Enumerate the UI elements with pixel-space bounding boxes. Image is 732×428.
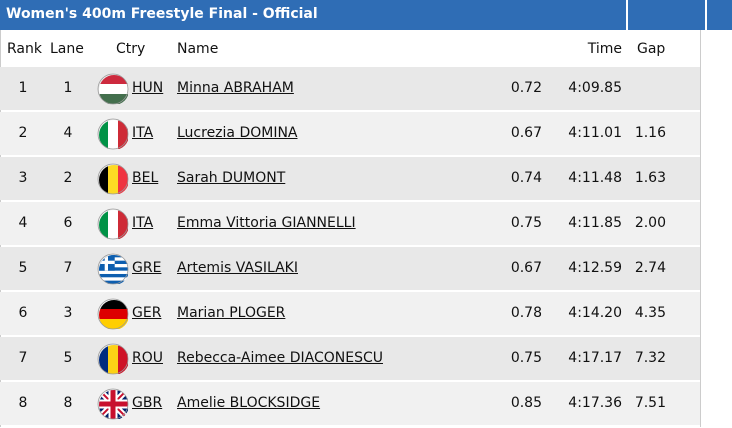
gap: 7.32 <box>634 350 666 366</box>
flag <box>97 253 129 285</box>
lane: 3 <box>63 305 73 321</box>
flag <box>97 298 129 330</box>
athlete-name[interactable]: Amelie BLOCKSIDGE <box>177 395 321 411</box>
lane: 5 <box>63 350 73 366</box>
athlete-name[interactable]: Lucrezia DOMINA <box>177 125 298 141</box>
time: 4:14.20 <box>568 305 622 321</box>
reaction-time: 0.75 <box>510 350 542 366</box>
gap: 1.16 <box>634 125 666 141</box>
result-row: 5 7 GRE Artemis VASILAKI 0.67 4:12.59 2.74 <box>0 247 700 290</box>
reaction-time: 0.72 <box>510 80 542 96</box>
divider <box>626 0 628 30</box>
result-row: 2 4 ITA Lucrezia DOMINA 0.67 4:11.01 1.16 <box>0 112 700 155</box>
flag <box>97 73 129 105</box>
column-header: Ctry <box>116 41 146 57</box>
athlete-name[interactable]: Rebecca-Aimee DIACONESCU <box>177 350 383 366</box>
gap: 2.74 <box>634 260 666 276</box>
rank: 5 <box>18 260 28 276</box>
reaction-time: 0.67 <box>510 125 542 141</box>
gap: 2.00 <box>634 215 666 231</box>
reaction-time: 0.67 <box>510 260 542 276</box>
athlete-name[interactable]: Artemis VASILAKI <box>177 260 298 276</box>
country-code[interactable]: GRE <box>132 260 162 276</box>
country-code[interactable]: GER <box>132 305 162 321</box>
time: 4:09.85 <box>568 80 622 96</box>
reaction-time: 0.85 <box>510 395 542 411</box>
lane: 6 <box>63 215 73 231</box>
time: 4:12.59 <box>568 260 622 276</box>
rank: 6 <box>18 305 28 321</box>
lane: 8 <box>63 395 73 411</box>
athlete-name[interactable]: Minna ABRAHAM <box>177 80 294 96</box>
column-header: Name <box>177 41 219 57</box>
athlete-name[interactable]: Emma Vittoria GIANNELLI <box>177 215 356 231</box>
flag <box>97 343 129 375</box>
rank: 2 <box>18 125 28 141</box>
time: 4:17.17 <box>568 350 622 366</box>
reaction-time: 0.75 <box>510 215 542 231</box>
flag <box>97 208 129 240</box>
athlete-name[interactable]: Marian PLOGER <box>177 305 286 321</box>
result-row: 1 1 HUN Minna ABRAHAM 0.72 4:09.85 <box>0 67 700 110</box>
country-code[interactable]: ITA <box>132 215 154 231</box>
lane: 4 <box>63 125 73 141</box>
country-code[interactable]: GBR <box>132 395 163 411</box>
title-bar <box>0 0 732 30</box>
gap: 1.63 <box>634 170 666 186</box>
rank: 3 <box>18 170 28 186</box>
rank: 8 <box>18 395 28 411</box>
result-row: 8 8 GBR Amelie BLOCKSIDGE 0.85 4:17.36 7.51 <box>0 382 700 425</box>
time: 4:11.01 <box>568 125 622 141</box>
country-code[interactable]: HUN <box>132 80 164 96</box>
athlete-name[interactable]: Sarah DUMONT <box>177 170 286 186</box>
time: 4:11.48 <box>568 170 622 186</box>
gap: 7.51 <box>634 395 666 411</box>
flag <box>97 163 129 195</box>
column-header: Time <box>587 41 622 57</box>
time: 4:11.85 <box>568 215 622 231</box>
rank: 7 <box>18 350 28 366</box>
lane: 7 <box>63 260 73 276</box>
gap: 4.35 <box>634 305 666 321</box>
title: Women's 400m Freestyle Final - Official <box>6 6 318 22</box>
column-header: Gap <box>637 41 666 57</box>
column-header: Rank <box>7 41 42 57</box>
reaction-time: 0.74 <box>510 170 542 186</box>
rank: 4 <box>18 215 28 231</box>
lane: 1 <box>63 80 73 96</box>
column-header: Lane <box>50 41 84 57</box>
time: 4:17.36 <box>568 395 622 411</box>
result-row: 3 2 BEL Sarah DUMONT 0.74 4:11.48 1.63 <box>0 157 700 200</box>
result-row: 6 3 GER Marian PLOGER 0.78 4:14.20 4.35 <box>0 292 700 335</box>
flag <box>97 118 129 150</box>
rank: 1 <box>18 80 28 96</box>
lane: 2 <box>63 170 73 186</box>
country-code[interactable]: ITA <box>132 125 154 141</box>
country-code[interactable]: ROU <box>132 350 163 366</box>
flag <box>97 388 129 420</box>
country-code[interactable]: BEL <box>132 170 159 186</box>
result-row: 7 5 ROU Rebecca-Aimee DIACONESCU 0.75 4:17.17… <box>0 337 700 380</box>
divider <box>705 0 707 30</box>
reaction-time: 0.78 <box>510 305 542 321</box>
result-row: 4 6 ITA Emma Vittoria GIANNELLI 0.75 4:11.85 2… <box>0 202 700 245</box>
